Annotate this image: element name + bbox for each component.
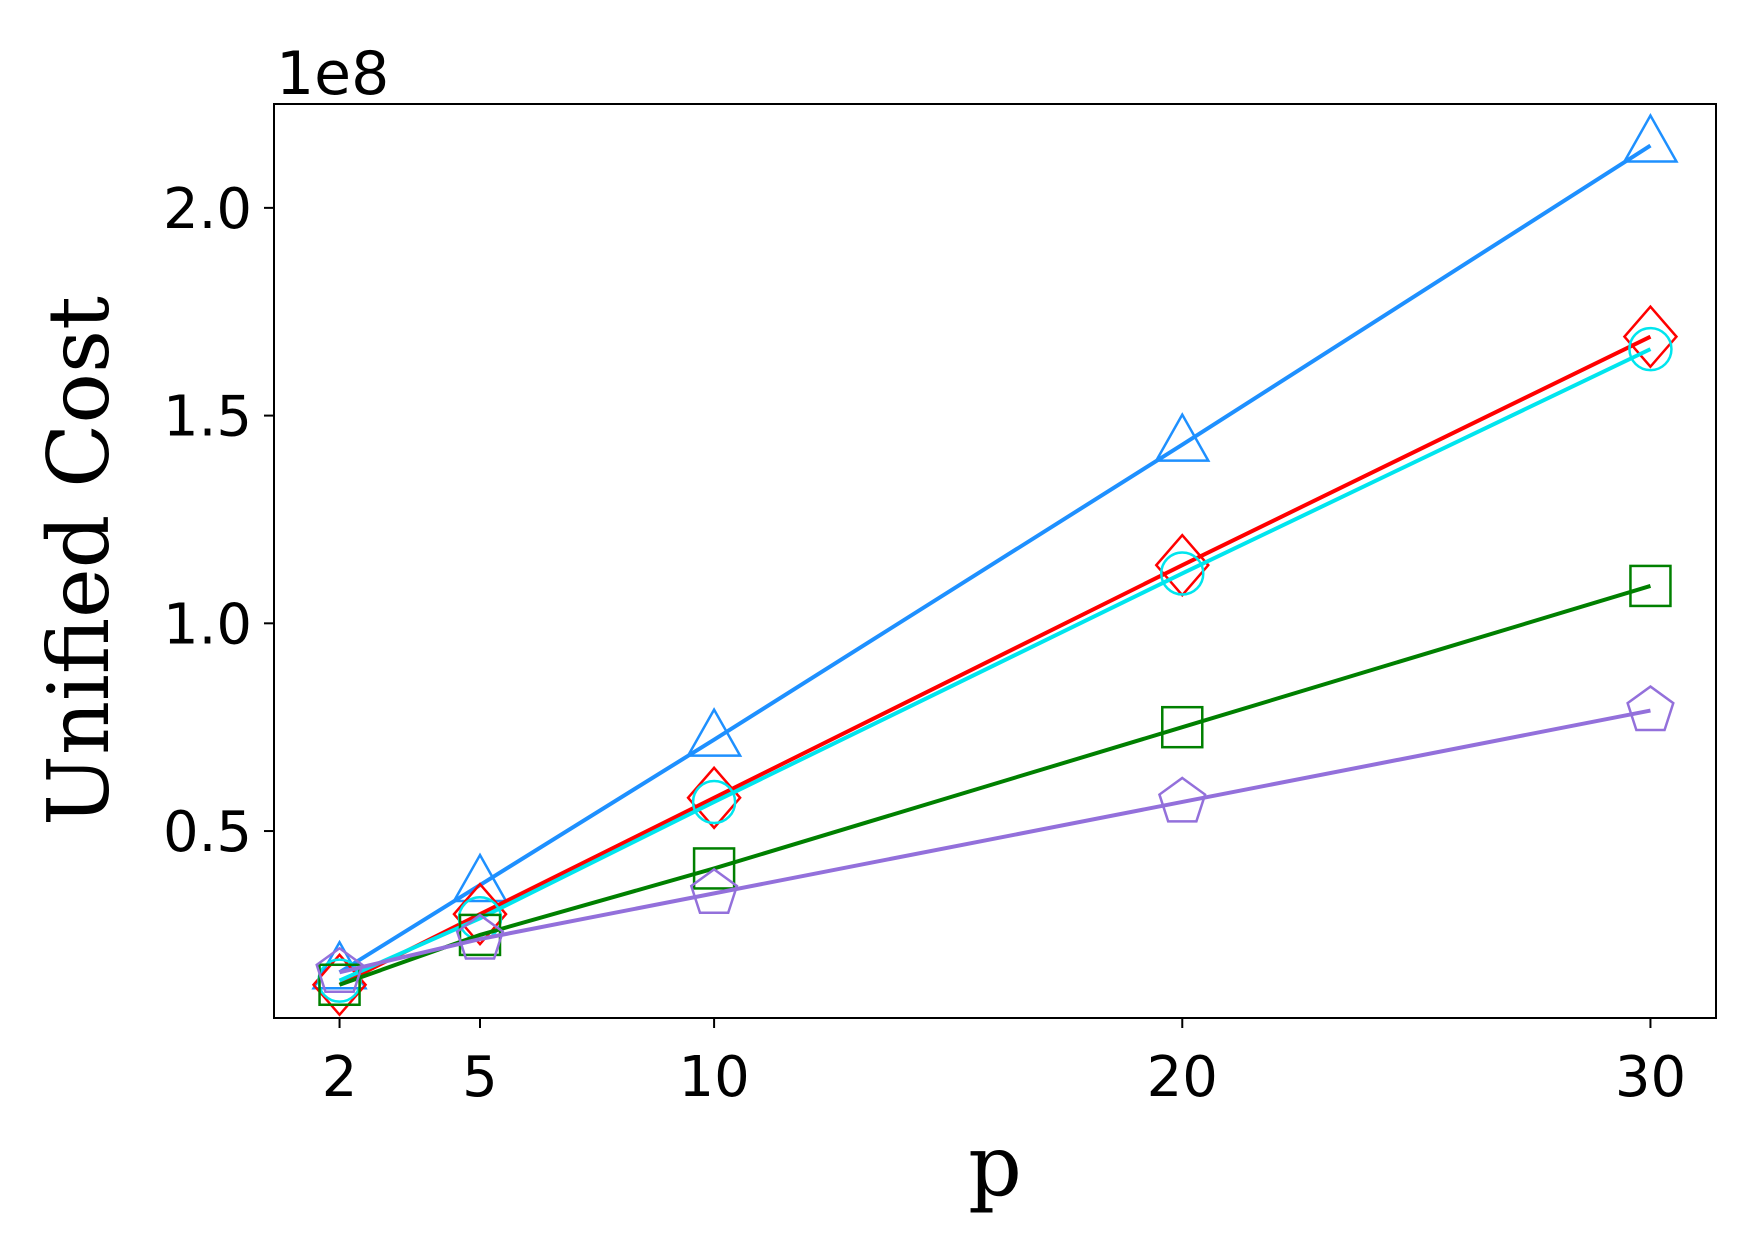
data-point-pentagon	[689, 867, 739, 915]
y-tick-label: 0.5	[163, 800, 252, 865]
y-offset-label: 1e8	[276, 39, 389, 109]
series-line	[338, 347, 1652, 983]
data-point-triangle	[1154, 412, 1211, 462]
data-point-square	[318, 963, 361, 1007]
data-point-square	[1161, 705, 1204, 749]
x-axis-label: p	[968, 1117, 1022, 1215]
series-line	[339, 708, 1651, 975]
data-point-pentagon	[1157, 776, 1207, 823]
x-tick-label: 10	[678, 1045, 749, 1110]
series-layer	[311, 113, 1679, 1017]
x-tick-label: 2	[322, 1045, 358, 1110]
data-point-circle	[691, 779, 737, 825]
data-point-triangle	[685, 707, 743, 757]
data-point-circle	[1628, 326, 1673, 372]
data-point-triangle	[1622, 113, 1679, 163]
y-axis: 0.5 1.0 1.5 2.0	[163, 177, 274, 865]
data-point-diamond	[1622, 304, 1679, 369]
data-point-pentagon	[455, 913, 505, 960]
data-point-pentagon	[315, 946, 364, 993]
x-tick-label: 5	[462, 1045, 498, 1110]
y-tick-label: 2.0	[163, 177, 252, 242]
x-axis: 2 5 10 20 30	[322, 1018, 1686, 1110]
data-point-diamond	[452, 882, 508, 947]
data-point-circle	[1160, 551, 1205, 596]
data-point-square	[692, 847, 736, 890]
y-tick-label: 1.0	[163, 592, 252, 657]
y-axis-label: Unified Cost	[30, 296, 128, 826]
data-point-pentagon	[1626, 685, 1675, 732]
x-tick-label: 20	[1147, 1045, 1218, 1110]
series-line	[338, 143, 1652, 974]
x-tick-label: 30	[1615, 1045, 1686, 1110]
data-point-triangle	[451, 852, 509, 903]
data-point-diamond	[686, 765, 742, 830]
series-triangle	[311, 113, 1679, 990]
series-pentagon	[315, 685, 1675, 993]
data-point-square	[1629, 564, 1672, 608]
y-tick-label: 1.5	[163, 385, 252, 450]
